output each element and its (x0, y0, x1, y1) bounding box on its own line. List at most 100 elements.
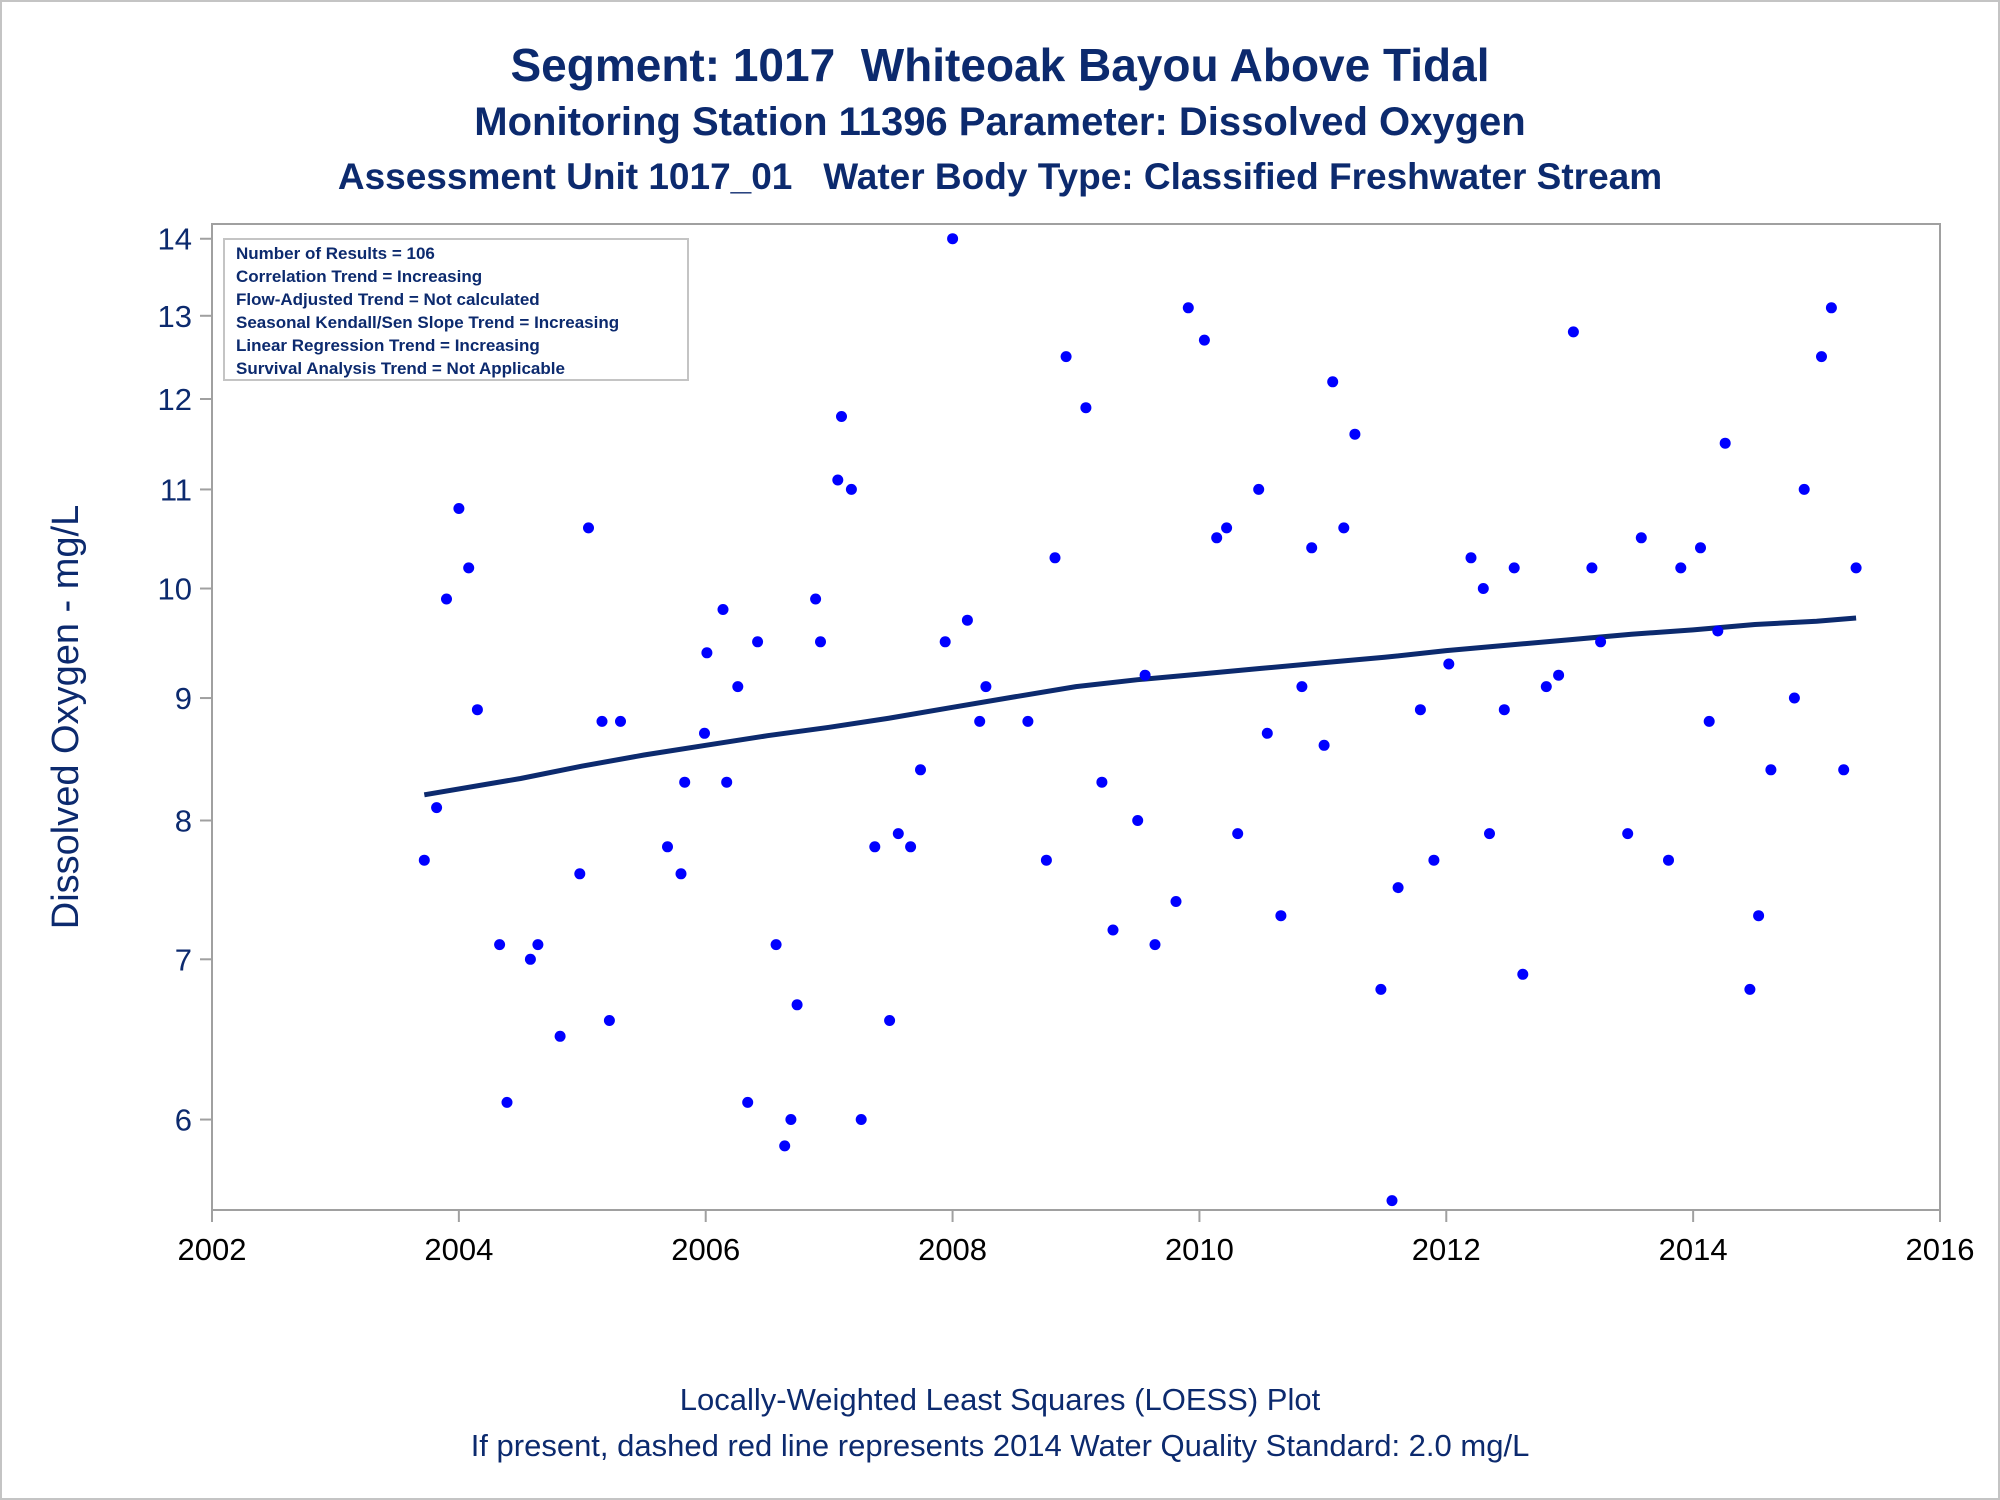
data-point (939, 636, 951, 648)
data-point (1838, 764, 1850, 776)
x-tick-label: 2004 (424, 1232, 493, 1267)
data-point (1182, 302, 1194, 314)
data-point (1719, 437, 1731, 449)
data-point (463, 562, 475, 574)
data-point (1211, 532, 1223, 544)
data-point (1703, 715, 1715, 727)
chart-subtitle-2: Assessment Unit 1017_01 Water Body Type:… (337, 156, 1663, 197)
data-point (721, 776, 733, 788)
y-tick-label: 7 (175, 942, 192, 977)
y-tick-label: 6 (175, 1103, 192, 1138)
data-point (418, 854, 430, 866)
stats-line: Number of Results = 106 (236, 244, 435, 263)
data-point (603, 1015, 615, 1026)
data-point (1553, 669, 1565, 681)
data-point (701, 647, 713, 659)
data-point (742, 1096, 754, 1108)
data-point (1622, 828, 1634, 840)
plot-border (211, 223, 1941, 1211)
data-point (815, 636, 826, 648)
data-point (1261, 727, 1273, 739)
data-point (1635, 532, 1647, 544)
data-point (770, 939, 782, 951)
data-point (1695, 542, 1706, 554)
loess-layer (423, 615, 1857, 798)
data-point (1253, 483, 1265, 495)
data-point (1080, 402, 1092, 414)
data-point (785, 1114, 797, 1125)
data-point (1798, 483, 1810, 495)
data-point (699, 727, 710, 739)
x-tick-label: 2012 (1412, 1232, 1481, 1267)
data-point (662, 841, 673, 853)
footnote-standard: If present, dashed red line represents 2… (470, 1428, 1530, 1463)
data-point (1386, 1195, 1398, 1207)
data-point (1484, 828, 1495, 840)
stats-line: Linear Regression Trend = Increasing (236, 336, 540, 355)
data-point (494, 939, 506, 951)
data-point (1465, 552, 1477, 564)
data-point (453, 503, 465, 514)
data-point (1318, 739, 1330, 751)
x-tick-label: 2002 (178, 1232, 247, 1267)
data-point (1567, 326, 1579, 338)
y-tick-label: 13 (158, 299, 192, 334)
data-point (892, 828, 904, 840)
data-point (915, 764, 926, 776)
x-tick-label: 2010 (1165, 1232, 1234, 1267)
data-point (1022, 715, 1034, 727)
data-point (869, 841, 881, 853)
data-point (1132, 815, 1144, 826)
data-point (1816, 351, 1827, 363)
y-tick-label: 8 (175, 803, 192, 838)
stats-box: Number of Results = 106 Correlation Trend… (223, 238, 689, 381)
data-point (717, 604, 729, 615)
data-point (615, 715, 626, 727)
footnote-loess: Locally-Weighted Least Squares (LOESS) P… (679, 1382, 1321, 1417)
x-axis: 2002 2004 2006 2008 2010 2012 2014 2016 (178, 1210, 1974, 1267)
data-point (1149, 939, 1161, 951)
data-point (1586, 562, 1598, 574)
data-point (1232, 828, 1244, 840)
data-point (1198, 334, 1210, 346)
plot-area (211, 223, 1941, 1211)
data-point (974, 715, 986, 727)
data-point (855, 1114, 867, 1125)
data-point (947, 233, 959, 245)
data-point (431, 802, 443, 814)
data-point (1139, 669, 1151, 681)
data-point (779, 1140, 791, 1152)
y-axis: 6 7 8 9 10 11 12 13 14 (158, 222, 212, 1138)
x-tick-label: 2014 (1659, 1232, 1728, 1267)
x-tick-label: 2006 (671, 1232, 740, 1267)
y-tick-label: 10 (158, 572, 192, 607)
data-point (1517, 968, 1529, 980)
data-point (583, 522, 594, 534)
data-point (732, 681, 744, 693)
data-point (832, 474, 844, 486)
points-layer (418, 233, 1862, 1207)
data-point (884, 1015, 896, 1026)
data-point (1744, 983, 1756, 995)
data-point (1850, 562, 1862, 574)
data-point (1428, 854, 1440, 866)
data-point (679, 776, 691, 788)
data-point (1306, 542, 1318, 554)
data-point (574, 868, 586, 880)
x-tick-label: 2008 (918, 1232, 987, 1267)
data-point (961, 614, 973, 626)
data-point (1221, 522, 1233, 534)
data-point (1765, 764, 1777, 776)
data-point (554, 1030, 566, 1042)
data-point (1392, 882, 1404, 894)
data-point (532, 939, 544, 951)
data-point (1060, 351, 1072, 363)
chart-title: Segment: 1017 Whiteoak Bayou Above Tidal (510, 39, 1490, 91)
data-point (791, 999, 803, 1011)
data-point (1443, 658, 1455, 670)
data-point (1170, 896, 1182, 907)
data-point (1675, 562, 1687, 574)
data-point (1508, 562, 1520, 574)
stats-line: Seasonal Kendall/Sen Slope Trend = Incre… (236, 313, 619, 332)
data-point (441, 593, 452, 605)
